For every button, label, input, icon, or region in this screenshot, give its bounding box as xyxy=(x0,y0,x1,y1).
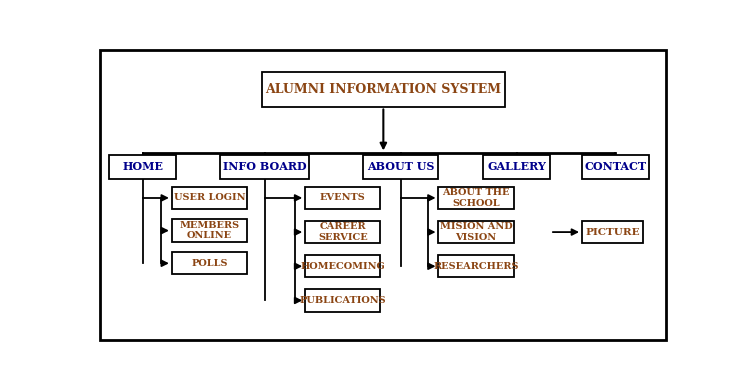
Text: CONTACT: CONTACT xyxy=(584,161,646,172)
Bar xyxy=(305,255,381,278)
Text: CAREER
SERVICE: CAREER SERVICE xyxy=(318,222,368,242)
Bar xyxy=(220,154,310,179)
Bar xyxy=(305,187,381,209)
Text: GALLERY: GALLERY xyxy=(487,161,546,172)
Text: MEMBERS
ONLINE: MEMBERS ONLINE xyxy=(180,221,239,240)
Bar xyxy=(172,220,247,242)
Bar xyxy=(582,221,643,243)
Bar xyxy=(305,289,381,312)
Text: HOMECOMING: HOMECOMING xyxy=(301,262,385,271)
Text: ABOUT THE
SCHOOL: ABOUT THE SCHOOL xyxy=(442,188,510,208)
Bar xyxy=(363,154,438,179)
Bar xyxy=(305,221,381,243)
Bar xyxy=(172,252,247,274)
Bar xyxy=(483,154,550,179)
Text: MISION AND
VISION: MISION AND VISION xyxy=(440,222,512,242)
Text: PUBLICATIONS: PUBLICATIONS xyxy=(299,296,386,305)
Bar xyxy=(172,187,247,209)
Text: USER LOGIN: USER LOGIN xyxy=(174,193,245,202)
Bar xyxy=(438,255,514,278)
Text: EVENTS: EVENTS xyxy=(320,193,366,202)
Text: ALUMNI INFORMATION SYSTEM: ALUMNI INFORMATION SYSTEM xyxy=(266,83,501,96)
Text: ABOUT US: ABOUT US xyxy=(367,161,435,172)
Bar xyxy=(438,187,514,209)
Text: RESEARCHERS: RESEARCHERS xyxy=(433,262,519,271)
Text: POLLS: POLLS xyxy=(191,259,227,268)
Bar xyxy=(582,154,649,179)
Text: INFO BOARD: INFO BOARD xyxy=(223,161,307,172)
Bar xyxy=(109,154,176,179)
Bar xyxy=(438,221,514,243)
Text: HOME: HOME xyxy=(122,161,163,172)
Text: PICTURE: PICTURE xyxy=(585,228,640,237)
Bar xyxy=(262,72,505,107)
